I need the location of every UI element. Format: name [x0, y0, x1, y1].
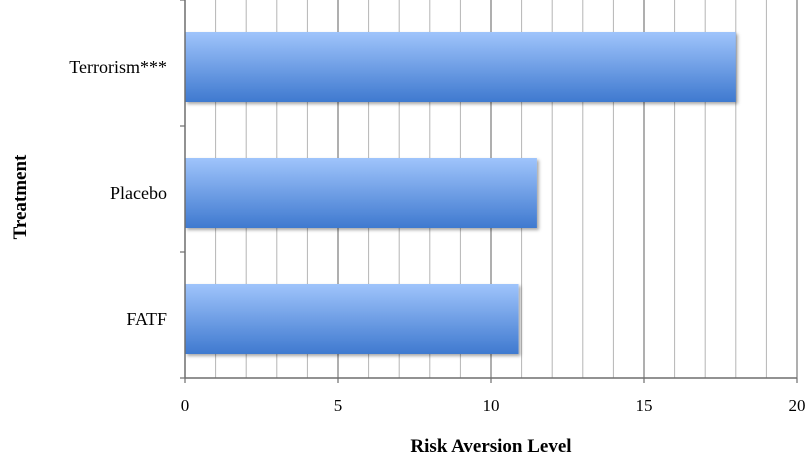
x-tick-label: 20	[789, 396, 806, 415]
x-tick-label: 5	[334, 396, 343, 415]
axes	[180, 0, 798, 383]
x-tick-label: 0	[181, 396, 190, 415]
bar-fatf	[185, 284, 519, 354]
y-axis-title: Treatment	[10, 154, 31, 239]
category-label: FATF	[126, 309, 167, 329]
category-label: Placebo	[110, 183, 167, 203]
x-tick-label: 15	[636, 396, 653, 415]
category-label: Terrorism***	[69, 57, 167, 77]
bars	[185, 32, 736, 354]
bar-terrorism	[185, 32, 736, 102]
x-tick-label: 10	[483, 396, 500, 415]
bar-placebo	[185, 158, 537, 228]
labels: 0 5 10 15 20 Terrorism*** Placebo FATF	[69, 57, 805, 415]
x-axis-title: Risk Aversion Level	[410, 436, 571, 457]
